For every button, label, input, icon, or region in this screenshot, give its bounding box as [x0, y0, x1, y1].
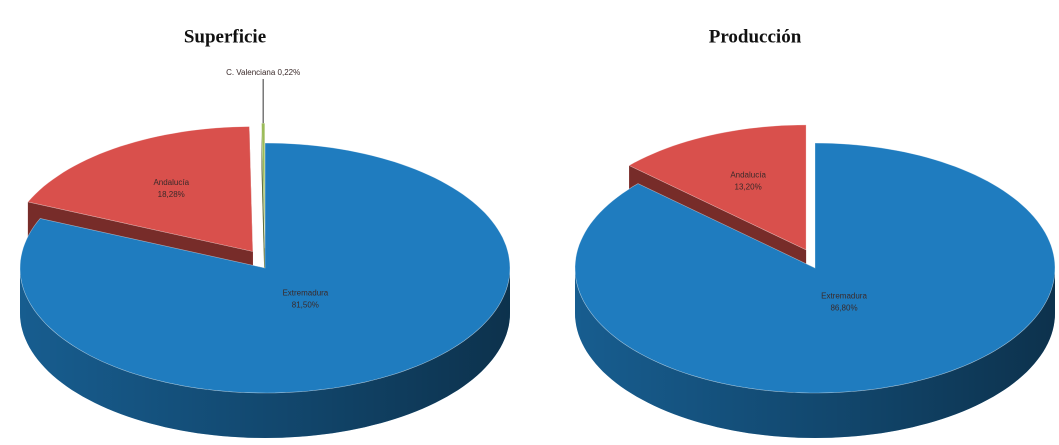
- pie: [19, 122, 511, 438]
- value-label: 18,28%: [158, 190, 185, 199]
- value-label: 13,20%: [735, 182, 762, 191]
- pie: [574, 124, 1056, 438]
- value-label: 86,80%: [830, 303, 857, 312]
- slice: [19, 142, 511, 394]
- slice: [628, 124, 807, 251]
- slice: [27, 126, 254, 252]
- slice-side-shade: [20, 268, 510, 438]
- slice-side-shade: [575, 268, 1055, 438]
- chart-title: Producción: [709, 26, 802, 47]
- value-label: 0,22%: [278, 68, 301, 77]
- category-label: Extremadura: [282, 288, 328, 297]
- category-label: Andalucía: [730, 170, 766, 179]
- value-label: 81,50%: [292, 300, 319, 309]
- category-label: Andalucía: [153, 178, 189, 187]
- category-label: Extremadura: [821, 291, 867, 300]
- chart-title: Superficie: [184, 26, 266, 47]
- category-label: C. Valenciana: [226, 68, 276, 77]
- data-label: C. Valenciana 0,22%: [226, 68, 300, 77]
- slice: [574, 142, 1056, 394]
